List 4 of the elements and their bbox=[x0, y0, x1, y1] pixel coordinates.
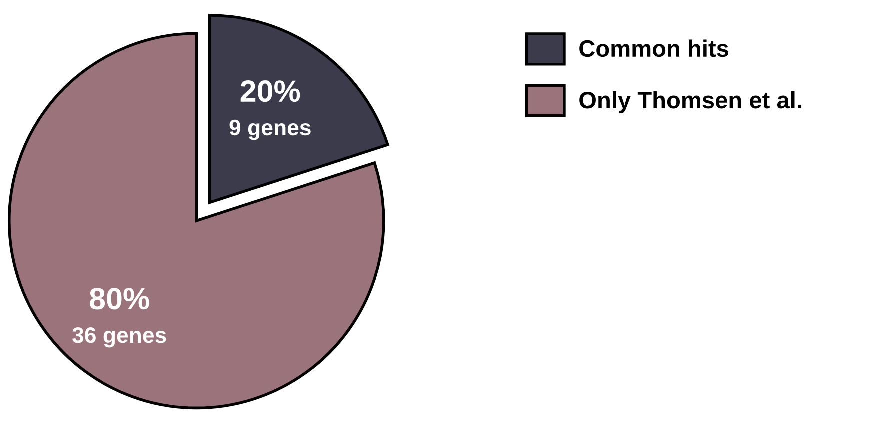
legend-label: Common hits bbox=[580, 40, 728, 58]
data-label: 20% 9 genes bbox=[230, 80, 311, 140]
data-label: 80% 36 genes bbox=[72, 288, 166, 348]
legend-label: Only Thomsen et al. bbox=[580, 91, 802, 114]
